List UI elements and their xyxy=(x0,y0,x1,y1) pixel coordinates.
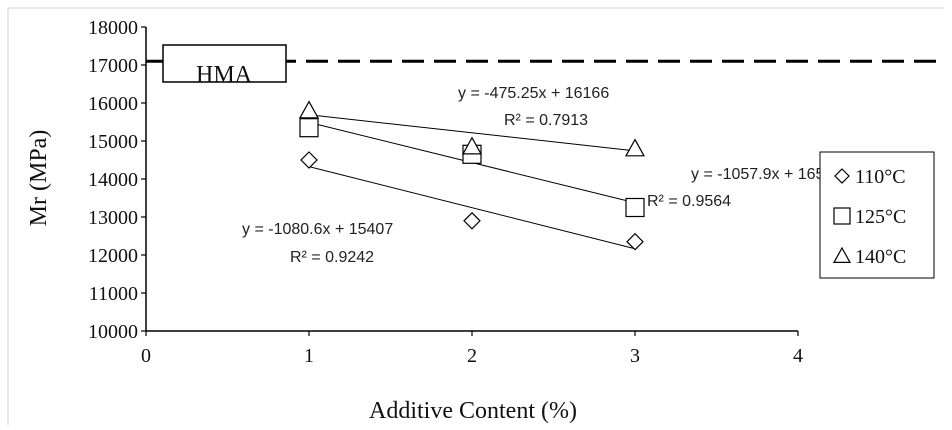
x-tick-label: 3 xyxy=(630,345,640,367)
legend-marker-diamond xyxy=(834,168,850,184)
x-tick-label: 4 xyxy=(793,345,803,367)
trendline-0 xyxy=(308,166,636,250)
x-axis-title: Additive Content (%) xyxy=(369,398,577,424)
y-tick-label: 10000 xyxy=(88,321,138,343)
y-tick-label: 12000 xyxy=(88,245,138,267)
axes: 10000 11000 12000 13000 14000 15000 16000 17000… xyxy=(88,17,803,367)
data-point-square xyxy=(625,197,645,218)
trendline-r2: R² = 0.9564 xyxy=(647,193,731,210)
y-tick-label: 15000 xyxy=(88,131,138,153)
trendline-equation: y = -475.25x + 16166 xyxy=(458,85,609,102)
data-point-diamond xyxy=(300,151,318,169)
x-tick-label: 1 xyxy=(304,345,314,367)
legend-marker-square xyxy=(833,207,851,225)
hma-label-box xyxy=(162,44,287,83)
y-tick-label: 13000 xyxy=(88,207,138,229)
y-tick-label: 11000 xyxy=(89,283,138,305)
legend: 110°C 125°C 140°C xyxy=(819,151,935,279)
y-tick-label: 17000 xyxy=(88,55,138,77)
data-point-triangle xyxy=(624,138,646,157)
y-tick-label: 14000 xyxy=(88,169,138,191)
data-point-square xyxy=(299,118,319,138)
legend-label: 110°C xyxy=(855,166,906,188)
annotations: HMA y = -1080.6x + 15407 R² = 0.9242 y = -1… xyxy=(146,44,944,266)
x-tick-label: 2 xyxy=(467,345,477,367)
trendline-equation: y = -1057.9x + 16548 xyxy=(691,166,842,183)
trendline-equation: y = -1080.6x + 15407 xyxy=(242,221,393,238)
legend-label: 125°C xyxy=(855,206,906,228)
legend-marker-triangle xyxy=(832,246,852,263)
trendline-2 xyxy=(308,114,636,152)
legend-label: 140°C xyxy=(855,246,906,268)
trendline-r2: R² = 0.7913 xyxy=(504,112,588,129)
y-axis-title: Mr (MPa) xyxy=(26,130,52,227)
data-point-triangle xyxy=(298,100,320,119)
data-point-diamond xyxy=(626,232,644,251)
hma-label: HMA xyxy=(196,62,253,88)
x-tick-label: 0 xyxy=(141,345,151,367)
markers xyxy=(298,100,646,251)
data-point-triangle xyxy=(461,136,483,155)
trendline-r2: R² = 0.9242 xyxy=(290,249,374,266)
y-tick-label: 16000 xyxy=(88,93,138,115)
y-tick-label: 18000 xyxy=(88,17,138,39)
data-point-diamond xyxy=(463,211,481,230)
